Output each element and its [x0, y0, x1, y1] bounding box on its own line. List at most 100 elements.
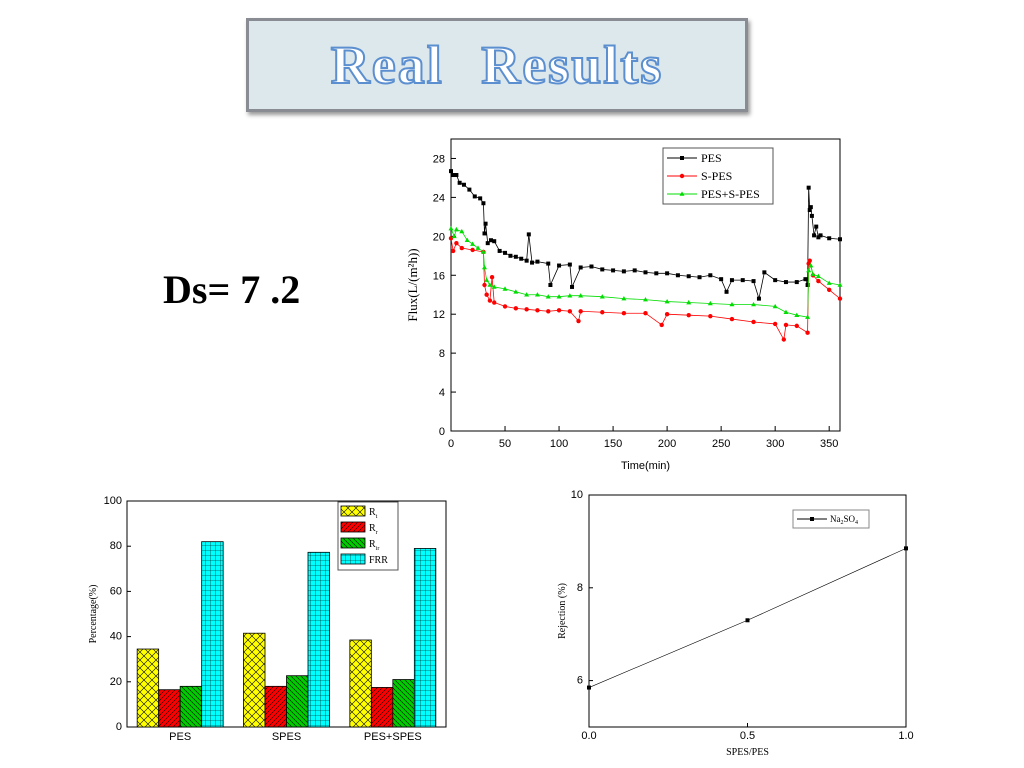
data-point — [454, 173, 459, 178]
data-point — [503, 250, 508, 255]
bar-hatch — [308, 552, 330, 727]
y-tick-label: 4 — [439, 387, 445, 399]
data-point — [600, 267, 605, 272]
legend-box — [792, 509, 870, 529]
legend-label: Rt — [369, 507, 378, 520]
flux-chart: 0 50 100 150 200 250 300 350 0 4 8 12 16 20 24 28 Time(m… — [405, 138, 843, 472]
slide-title: Real Results — [330, 34, 664, 96]
data-point — [794, 312, 800, 317]
data-point — [659, 322, 664, 328]
y-tick-label: 0 — [116, 721, 122, 733]
data-point — [751, 319, 756, 325]
data-point — [838, 237, 842, 242]
x-tick-label: 200 — [658, 438, 676, 450]
data-point — [587, 685, 591, 690]
data-point — [837, 282, 843, 287]
data-point — [524, 292, 530, 297]
data-point — [837, 296, 843, 301]
series-line — [450, 238, 841, 341]
data-point — [478, 196, 483, 201]
data-point — [686, 299, 692, 305]
data-point — [481, 264, 487, 270]
y-tick-label: 28 — [433, 153, 445, 165]
data-point — [470, 247, 475, 253]
data-point — [729, 316, 735, 322]
data-point — [502, 304, 508, 309]
data-point — [806, 185, 811, 190]
data-point — [654, 271, 659, 276]
x-tick-label: 100 — [550, 438, 568, 450]
bar-hatch — [392, 679, 415, 727]
legend-subscript: ir — [376, 546, 380, 552]
data-point — [567, 262, 572, 267]
legend: Na2SO4 — [792, 509, 870, 529]
data-point — [470, 241, 476, 246]
data-point — [491, 284, 497, 289]
legend: Rt Rr Rir FRR — [337, 501, 399, 571]
legend-label: PES — [701, 151, 722, 165]
data-point — [513, 254, 518, 259]
data-point — [556, 308, 562, 313]
data-point — [729, 301, 735, 307]
data-point — [526, 232, 531, 237]
series-line — [450, 170, 841, 299]
data-point — [816, 235, 821, 240]
data-point — [513, 306, 519, 311]
data-point — [772, 321, 778, 327]
title-banner: Real Results — [246, 18, 748, 112]
data-point — [805, 314, 811, 319]
data-point — [751, 301, 757, 307]
data-point — [756, 296, 761, 301]
data-point — [451, 233, 457, 239]
legend-label: FRR — [369, 555, 388, 566]
data-point — [578, 309, 583, 314]
data-point — [480, 249, 486, 254]
y-tick-label: 8 — [577, 582, 583, 594]
data-point — [664, 298, 670, 304]
legend-swatch-hatch — [341, 538, 365, 548]
bar-hatch — [201, 541, 224, 727]
data-point — [451, 173, 456, 178]
y-axis-label: Flux(L/(m²h)) — [405, 248, 420, 321]
data-point — [783, 322, 789, 328]
data-point — [664, 312, 670, 317]
legend-subscript: r — [376, 530, 378, 536]
data-point — [708, 273, 713, 278]
legend-marker — [680, 156, 684, 160]
plot-frame — [450, 138, 841, 432]
legend-subscript: 2 — [841, 520, 844, 526]
bar-hatch — [158, 689, 181, 727]
y-tick-label: 40 — [110, 631, 122, 643]
data-point — [818, 233, 823, 238]
data-point — [745, 618, 750, 623]
y-tick-label: 60 — [110, 585, 122, 597]
data-point — [599, 294, 605, 299]
data-point — [621, 311, 627, 316]
data-point — [611, 268, 616, 273]
data-point — [751, 279, 756, 284]
bar-hatch — [265, 686, 287, 727]
data-point — [467, 187, 472, 192]
legend-text: SO — [844, 514, 856, 524]
data-point — [812, 233, 817, 238]
data-point — [448, 236, 454, 241]
data-point — [459, 245, 465, 251]
data-point — [576, 318, 581, 324]
legend-label: Rir — [369, 539, 379, 552]
data-point — [534, 292, 540, 297]
data-point — [719, 277, 724, 282]
data-point — [827, 236, 832, 241]
data-point — [806, 267, 812, 273]
data-point — [621, 296, 627, 301]
data-point — [697, 275, 702, 280]
legend-swatch-hatch — [341, 554, 365, 564]
y-tick-label: 6 — [577, 675, 583, 687]
data-point — [904, 546, 908, 551]
y-tick-label: 24 — [433, 192, 445, 204]
data-point — [557, 263, 562, 268]
data-point — [472, 194, 477, 199]
data-point — [524, 307, 529, 312]
data-point — [740, 278, 745, 283]
data-point — [773, 278, 778, 283]
data-point — [815, 273, 821, 279]
